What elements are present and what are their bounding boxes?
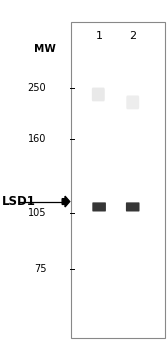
Text: 75: 75 xyxy=(34,264,46,274)
Bar xyxy=(71,22,165,338)
FancyArrow shape xyxy=(62,196,70,207)
Text: 160: 160 xyxy=(28,134,46,144)
FancyBboxPatch shape xyxy=(92,87,105,102)
Text: 2: 2 xyxy=(129,31,136,41)
FancyBboxPatch shape xyxy=(126,202,139,211)
Text: 1: 1 xyxy=(96,31,103,41)
Text: 250: 250 xyxy=(28,83,46,93)
Text: MW: MW xyxy=(34,44,55,54)
Text: LSD1: LSD1 xyxy=(2,195,36,208)
FancyBboxPatch shape xyxy=(126,95,139,109)
Text: 105: 105 xyxy=(28,208,46,218)
FancyBboxPatch shape xyxy=(92,202,106,211)
